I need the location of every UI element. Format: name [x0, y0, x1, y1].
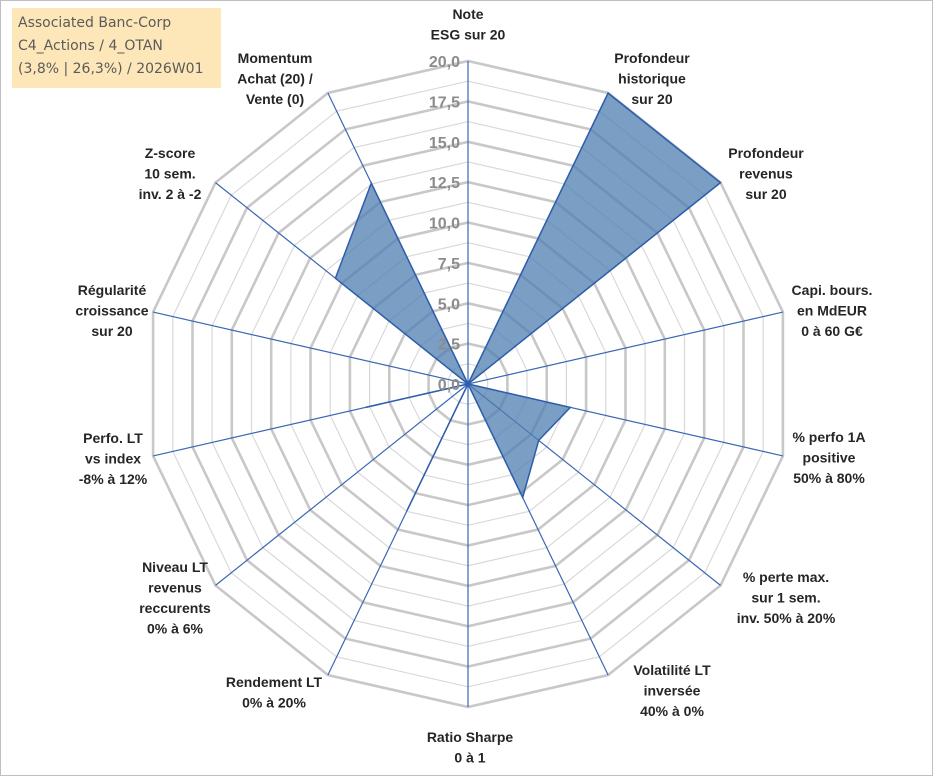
- tick-label: 12,5: [429, 175, 460, 192]
- axis-label: % perfo 1A positive 50% à 80%: [792, 429, 865, 486]
- tick-label: 17,5: [429, 94, 460, 111]
- title-company: Associated Banc-Corp: [18, 15, 172, 31]
- axis-spoke: [215, 383, 469, 586]
- tick-label: 5,0: [438, 296, 460, 313]
- axis-label: Capi. bours. en MdEUR 0 à 60 G€: [792, 282, 873, 339]
- tick-label: 2,5: [438, 337, 460, 354]
- axis-label: Volatilité LT inversée 40% à 0%: [633, 662, 711, 719]
- axis-label: Z-score 10 sem. inv. 2 à -2: [139, 145, 202, 202]
- axis-label: Régularité croissance sur 20: [75, 282, 148, 339]
- axis-label: Note ESG sur 20: [431, 6, 506, 43]
- axis-label: Profondeur revenus sur 20: [728, 145, 804, 202]
- title-box: Associated Banc-Corp C4_Actions / 4_OTAN…: [12, 8, 221, 88]
- axis-label: Momentum Achat (20) / Vente (0): [237, 50, 313, 107]
- title-stats: (3,8% | 26,3%) / 2026W01: [18, 61, 204, 77]
- axis-spoke: [467, 311, 784, 385]
- tick-label: 0,0: [438, 377, 460, 394]
- tick-label: 7,5: [438, 256, 460, 273]
- title-category: C4_Actions / 4_OTAN: [18, 38, 163, 54]
- axis-label: Niveau LT revenus reccurents 0% à 6%: [139, 559, 211, 637]
- axis-label: Perfo. LT vs index -8% à 12%: [79, 430, 148, 487]
- tick-label: 15,0: [429, 135, 460, 152]
- axis-spoke: [152, 311, 469, 385]
- axis-label: Ratio Sharpe 0 à 1: [427, 729, 514, 766]
- axis-label: Rendement LT 0% à 20%: [226, 674, 323, 711]
- axis-label: % perte max. sur 1 sem. inv. 50% à 20%: [737, 569, 836, 626]
- axis-label: Profondeur historique sur 20: [614, 50, 690, 107]
- tick-label: 10,0: [429, 216, 460, 233]
- tick-label: 20,0: [429, 54, 460, 71]
